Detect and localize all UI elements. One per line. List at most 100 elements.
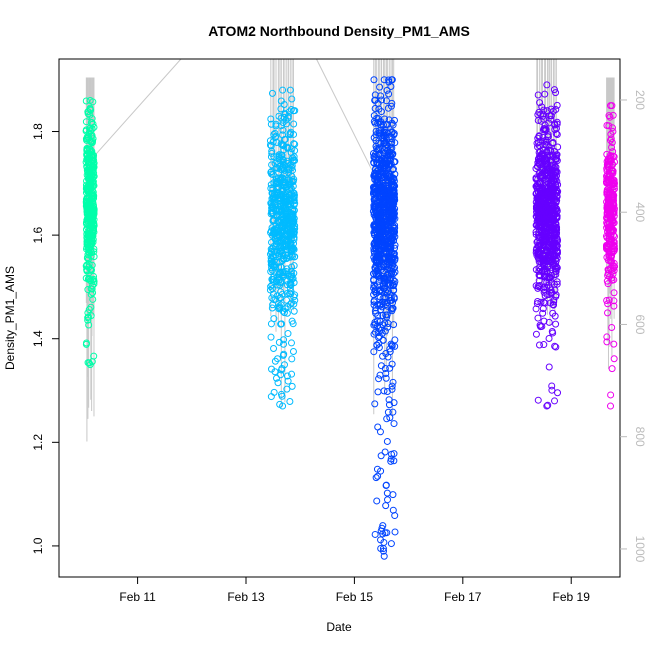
data-point: [274, 355, 281, 363]
data-point: [389, 121, 397, 129]
data-point: [542, 204, 550, 212]
y-axis: 1.0 1.2 1.4 1.6 1.8: [31, 123, 59, 554]
data-point: [383, 387, 391, 395]
data-point: [371, 104, 379, 112]
data-point: [387, 226, 395, 234]
data-point: [380, 76, 388, 84]
data-point: [552, 270, 560, 278]
data-point: [289, 320, 297, 328]
data-point: [289, 166, 297, 174]
data-point: [379, 173, 387, 181]
data-point: [275, 112, 283, 120]
data-point: [387, 230, 395, 238]
data-point: [379, 336, 387, 344]
data-point: [268, 207, 276, 215]
data-point: [88, 125, 96, 133]
data-point: [551, 203, 559, 211]
data-point: [604, 223, 612, 231]
data-point: [270, 388, 278, 396]
data-point: [605, 112, 613, 120]
data-point: [375, 241, 383, 249]
data-point: [391, 268, 399, 276]
x-tick-label: Feb 17: [444, 590, 482, 604]
data-point: [86, 96, 94, 104]
data-point: [386, 144, 394, 152]
data-point: [383, 489, 391, 497]
data-point: [87, 266, 95, 274]
data-point: [84, 316, 92, 324]
data-point: [552, 168, 560, 176]
data-point: [276, 191, 284, 199]
data-point: [534, 396, 542, 404]
data-point: [535, 277, 543, 285]
data-points-layer: [82, 76, 619, 560]
x-axis-title: Date: [326, 620, 352, 634]
data-point: [283, 290, 291, 298]
data-point: [377, 92, 385, 100]
data-point: [389, 215, 397, 223]
data-point: [85, 174, 93, 182]
data-point: [542, 141, 550, 149]
data-point: [545, 335, 553, 343]
data-point: [277, 211, 285, 219]
data-point: [544, 274, 552, 282]
data-point: [540, 317, 548, 325]
data-point: [271, 129, 279, 137]
data-point: [604, 163, 612, 171]
data-point: [274, 379, 282, 387]
data-point: [387, 540, 395, 548]
data-point: [608, 143, 616, 151]
data-point: [386, 296, 394, 304]
data-point: [551, 126, 559, 134]
data-point: [84, 254, 92, 262]
data-point: [538, 169, 546, 177]
data-point: [385, 245, 393, 253]
data-point: [389, 281, 397, 289]
data-point: [385, 396, 393, 404]
data-point: [283, 255, 291, 263]
data-point: [267, 333, 275, 341]
x-tick-label: Feb 11: [119, 590, 156, 604]
data-point: [267, 115, 275, 123]
data-point: [606, 178, 614, 186]
data-point: [287, 105, 295, 113]
data-point: [288, 95, 296, 103]
series-points: [369, 76, 399, 560]
data-point: [289, 211, 297, 219]
data-point: [384, 323, 392, 331]
data-point: [376, 129, 384, 137]
data-point: [82, 118, 90, 126]
data-point: [548, 382, 556, 390]
data-point: [376, 371, 384, 379]
data-point: [604, 300, 612, 308]
data-point: [541, 121, 549, 129]
data-point: [270, 229, 278, 237]
data-point: [389, 260, 397, 268]
data-point: [282, 241, 290, 249]
data-point: [268, 264, 276, 272]
data-point: [532, 305, 540, 313]
data-point: [391, 512, 399, 520]
data-point: [387, 455, 395, 463]
data-point: [291, 291, 299, 299]
data-point: [82, 97, 90, 105]
data-point: [386, 348, 394, 356]
data-point: [538, 160, 546, 168]
data-point: [286, 246, 294, 254]
data-point: [543, 81, 551, 89]
data-point: [83, 194, 91, 202]
data-point: [268, 275, 276, 283]
data-point: [268, 161, 276, 169]
data-point: [272, 295, 280, 303]
y2-tick-label: 800: [633, 427, 647, 447]
data-point: [536, 186, 544, 194]
data-point: [277, 105, 285, 113]
data-point: [381, 327, 389, 335]
data-point: [535, 132, 543, 140]
data-point: [380, 244, 388, 252]
y-tick-label: 1.8: [31, 123, 45, 140]
data-point: [370, 284, 378, 292]
data-point: [90, 206, 98, 214]
data-point: [381, 364, 389, 372]
